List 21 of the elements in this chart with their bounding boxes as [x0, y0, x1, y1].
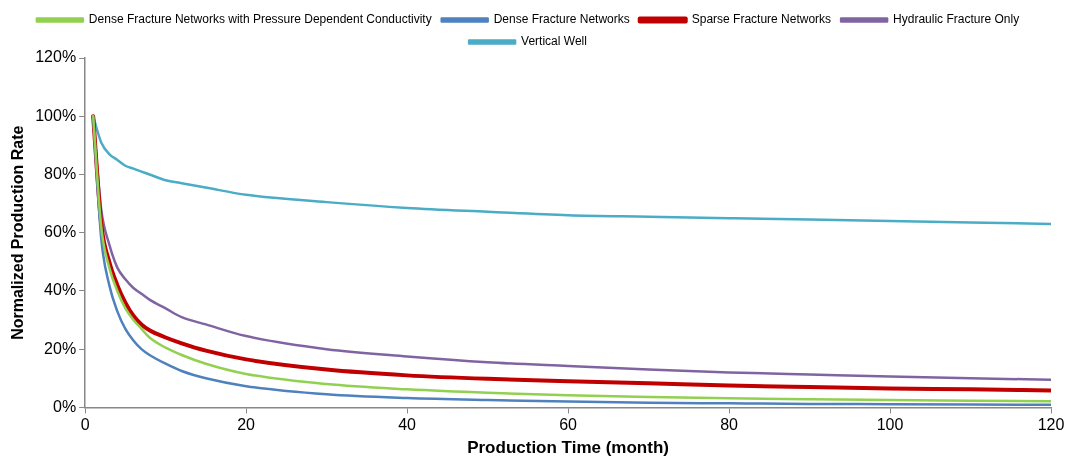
- y-tick-label: 80%: [44, 164, 77, 182]
- x-tick-label: 60: [559, 416, 578, 434]
- legend-label: Dense Fracture Networks with Pressure Dependent Conductivity: [88, 12, 432, 27]
- x-tick-label: 20: [237, 416, 256, 434]
- x-axis-title: Production Time (month): [467, 438, 669, 458]
- legend-label: Dense Fracture Networks: [493, 12, 630, 27]
- x-tick-label: 80: [720, 416, 739, 434]
- legend-label: Vertical Well: [521, 34, 587, 49]
- y-tick-label: 20%: [44, 339, 77, 357]
- y-tick-label: 100%: [35, 106, 77, 124]
- x-tick-label: 0: [80, 416, 90, 434]
- legend-label: Sparse Fracture Networks: [691, 12, 832, 27]
- y-tick-label: 40%: [44, 281, 77, 299]
- x-tick-label: 100: [876, 416, 904, 434]
- y-tick-label: 0%: [53, 397, 77, 415]
- legend-label: Hydraulic Fracture Only: [893, 12, 1020, 27]
- y-tick-label: 60%: [44, 223, 77, 241]
- x-tick-label: 120: [1037, 416, 1065, 434]
- x-tick-label: 40: [398, 416, 417, 434]
- y-axis-title: Normalized Production Rate: [9, 125, 27, 340]
- y-tick-label: 120%: [35, 48, 77, 66]
